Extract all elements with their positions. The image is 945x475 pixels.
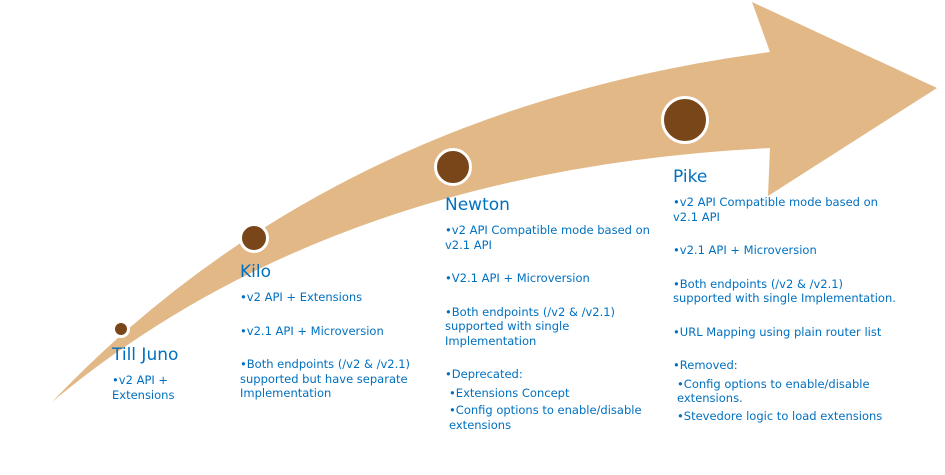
milestone-list-kilo: v2 API + Extensions v2.1 API + Microvers…	[240, 290, 430, 420]
list-item: v2.1 API + Microversion	[240, 324, 430, 339]
milestone-title-kilo: Kilo	[240, 262, 271, 282]
list-item-deprecated: Deprecated: Extensions Concept Config op…	[445, 367, 650, 432]
list-item: V2.1 API + Microversion	[445, 271, 650, 286]
sub-list-item: Config options to enable/disable extensi…	[677, 377, 903, 406]
list-item: Both endpoints (/v2 & /v2.1) supported w…	[673, 277, 903, 306]
milestone-list-pike: v2 API Compatible mode based on v2.1 API…	[673, 195, 903, 442]
list-item: v2 API Compatible mode based on v2.1 API	[673, 195, 903, 224]
list-item: v2 API + Extensions	[112, 373, 202, 402]
milestone-title-pike: Pike	[673, 167, 708, 187]
list-item: Both endpoints (/v2 & /v2.1) supported b…	[240, 357, 430, 401]
milestone-list-newton: v2 API Compatible mode based on v2.1 API…	[445, 223, 650, 451]
sub-list-item: Stevedore logic to load extensions	[677, 409, 903, 424]
list-item: v2.1 API + Microversion	[673, 243, 903, 258]
milestone-dot-juno	[112, 320, 130, 338]
milestone-dot-kilo	[239, 223, 269, 253]
milestone-title-juno: Till Juno	[112, 345, 179, 365]
list-item: URL Mapping using plain router list	[673, 325, 903, 340]
milestone-title-newton: Newton	[445, 195, 510, 215]
milestone-dot-pike	[661, 96, 709, 144]
milestone-list-juno: v2 API + Extensions	[112, 373, 202, 421]
list-item-removed: Removed: Config options to enable/disabl…	[673, 358, 903, 423]
sub-list-item: Extensions Concept	[449, 386, 650, 401]
list-item: Both endpoints (/v2 & /v2.1) supported w…	[445, 305, 650, 349]
list-item: v2 API + Extensions	[240, 290, 430, 305]
list-item: v2 API Compatible mode based on v2.1 API	[445, 223, 650, 252]
curved-arrow-shape	[52, 2, 937, 402]
sub-list-item: Config options to enable/disable extensi…	[449, 403, 650, 432]
milestone-dot-newton	[434, 148, 472, 186]
